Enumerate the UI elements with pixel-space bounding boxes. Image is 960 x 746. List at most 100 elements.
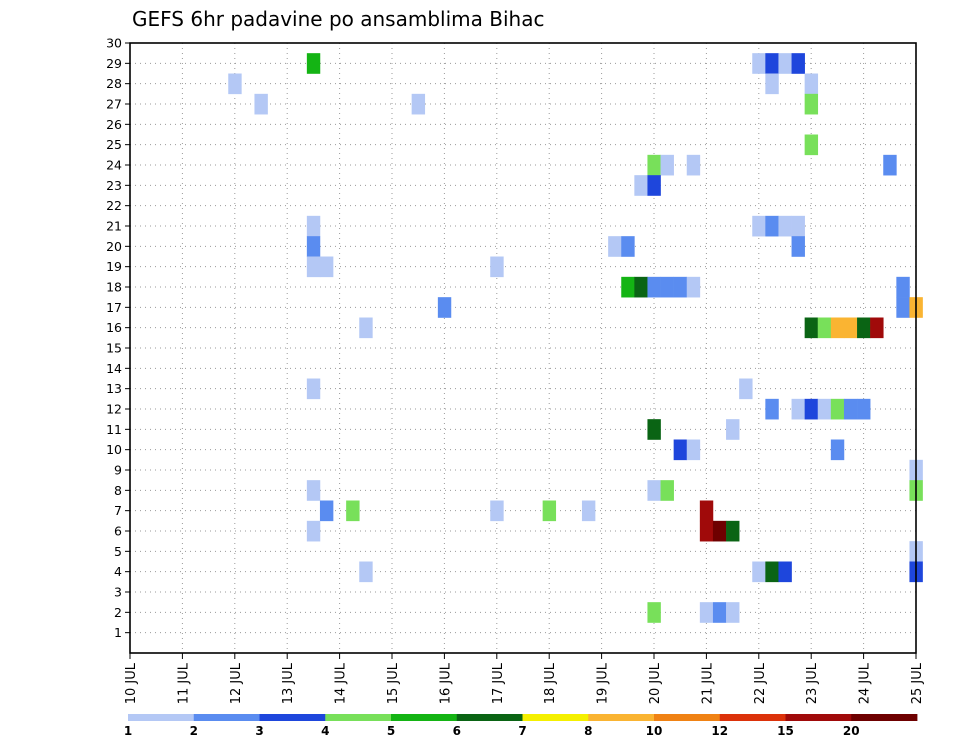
- heatmap-cell: [804, 398, 819, 420]
- x-tick-label: 21 JUL: [700, 662, 715, 704]
- heatmap-cell: [411, 93, 426, 115]
- plot-frame: [129, 42, 917, 654]
- heatmap-cell: [830, 398, 845, 420]
- y-axis: 1234567891011121314151617181920212223242…: [106, 36, 130, 640]
- heatmap-cell: [647, 419, 661, 440]
- heatmap-cell: [804, 93, 819, 115]
- y-tick-label: 15: [106, 341, 122, 356]
- heatmap-cell: [647, 602, 661, 623]
- heatmap-cell: [346, 500, 360, 522]
- heatmap-cell: [791, 53, 805, 74]
- x-tick-label: 10 JUL: [124, 662, 139, 704]
- y-tick-label: 8: [114, 483, 122, 498]
- legend-label: 8: [584, 724, 592, 738]
- heatmap-cell: [581, 500, 596, 522]
- heatmap-cell: [778, 215, 792, 237]
- heatmap-cell: [673, 439, 688, 461]
- y-tick-label: 9: [114, 463, 122, 478]
- y-tick-label: 27: [106, 97, 122, 112]
- y-tick-label: 23: [106, 178, 122, 193]
- heatmap-cell: [306, 236, 321, 257]
- heatmap-cell: [621, 236, 635, 257]
- heatmap-cell: [843, 398, 858, 420]
- legend-swatch: [456, 714, 523, 721]
- y-tick-label: 7: [114, 503, 122, 518]
- heatmap-cell: [830, 439, 845, 461]
- y-tick-label: 18: [106, 280, 122, 295]
- y-tick-label: 29: [106, 56, 122, 71]
- heatmap-cell: [699, 602, 714, 623]
- heatmap-cell: [490, 500, 504, 522]
- x-tick-label: 23 JUL: [805, 662, 820, 704]
- heatmap-cell: [752, 53, 766, 74]
- x-tick-label: 25 JUL: [910, 662, 925, 704]
- heatmap-cell: [634, 175, 648, 196]
- heatmap-cell: [896, 297, 910, 318]
- x-tick-label: 13 JUL: [281, 662, 296, 704]
- heatmap-cell: [254, 93, 268, 115]
- heatmap-cell: [791, 215, 805, 237]
- y-tick-label: 10: [106, 442, 122, 457]
- heatmap-cell: [765, 73, 779, 95]
- y-tick-label: 13: [106, 381, 122, 396]
- y-tick-label: 26: [106, 117, 122, 132]
- heatmap-cell: [699, 520, 714, 542]
- heatmap-cell: [686, 154, 701, 176]
- heatmap-cell: [712, 602, 727, 623]
- heatmap-cell: [896, 276, 910, 298]
- y-tick-label: 1: [114, 625, 122, 640]
- y-tick-label: 2: [114, 605, 122, 620]
- heatmap-cell: [791, 236, 805, 257]
- y-tick-label: 19: [106, 259, 122, 274]
- heatmap-cell: [647, 276, 661, 298]
- y-tick-label: 4: [114, 564, 122, 579]
- heatmap-cell: [621, 276, 635, 298]
- heatmap-cell: [228, 73, 242, 95]
- x-tick-label: 20 JUL: [648, 662, 663, 704]
- y-tick-label: 22: [106, 198, 122, 213]
- y-tick-label: 14: [106, 361, 122, 376]
- heatmap-cell: [359, 317, 373, 339]
- heatmap-cell: [843, 317, 858, 339]
- heatmap-cell: [660, 154, 674, 176]
- legend: 1 2 3 4 5 6 7 8 10 12 15 20: [124, 714, 918, 738]
- heatmap-cell: [817, 398, 832, 420]
- x-tick-label: 17 JUL: [491, 662, 506, 704]
- heatmap-cell: [647, 175, 661, 196]
- legend-label: 6: [453, 724, 461, 738]
- legend-label: 12: [711, 724, 728, 738]
- y-tick-label: 16: [106, 320, 122, 335]
- legend-swatch: [325, 714, 392, 721]
- x-tick-label: 16 JUL: [438, 662, 453, 704]
- heatmap-cell: [857, 398, 871, 420]
- legend-swatch: [193, 714, 260, 721]
- x-tick-label: 18 JUL: [543, 662, 558, 704]
- heatmap-cell: [726, 520, 740, 542]
- heatmap-cell: [660, 276, 674, 298]
- heatmap-cell: [804, 134, 819, 156]
- y-tick-label: 6: [114, 524, 122, 539]
- grid: [129, 42, 917, 653]
- y-tick-label: 30: [106, 36, 122, 51]
- heatmap-cell: [857, 317, 871, 339]
- legend-swatch: [785, 714, 852, 721]
- heatmap-cell: [306, 520, 321, 542]
- heatmap-cell: [306, 256, 321, 278]
- x-tick-label: 14 JUL: [334, 662, 349, 704]
- heatmap-cell: [306, 53, 321, 74]
- heatmap-cell: [437, 297, 452, 318]
- heatmap-cell: [752, 215, 766, 237]
- chart-title: GEFS 6hr padavine po ansamblima Bihac: [132, 7, 544, 31]
- data-cells: [228, 53, 923, 623]
- legend-swatch: [128, 714, 195, 721]
- heatmap-cell: [319, 256, 334, 278]
- y-tick-label: 24: [106, 158, 122, 173]
- heatmap-cell: [778, 561, 792, 583]
- legend-label: 1: [124, 724, 132, 738]
- heatmap-cell: [634, 276, 648, 298]
- y-tick-label: 25: [106, 137, 122, 152]
- y-tick-label: 20: [106, 239, 122, 254]
- y-tick-label: 17: [106, 300, 122, 315]
